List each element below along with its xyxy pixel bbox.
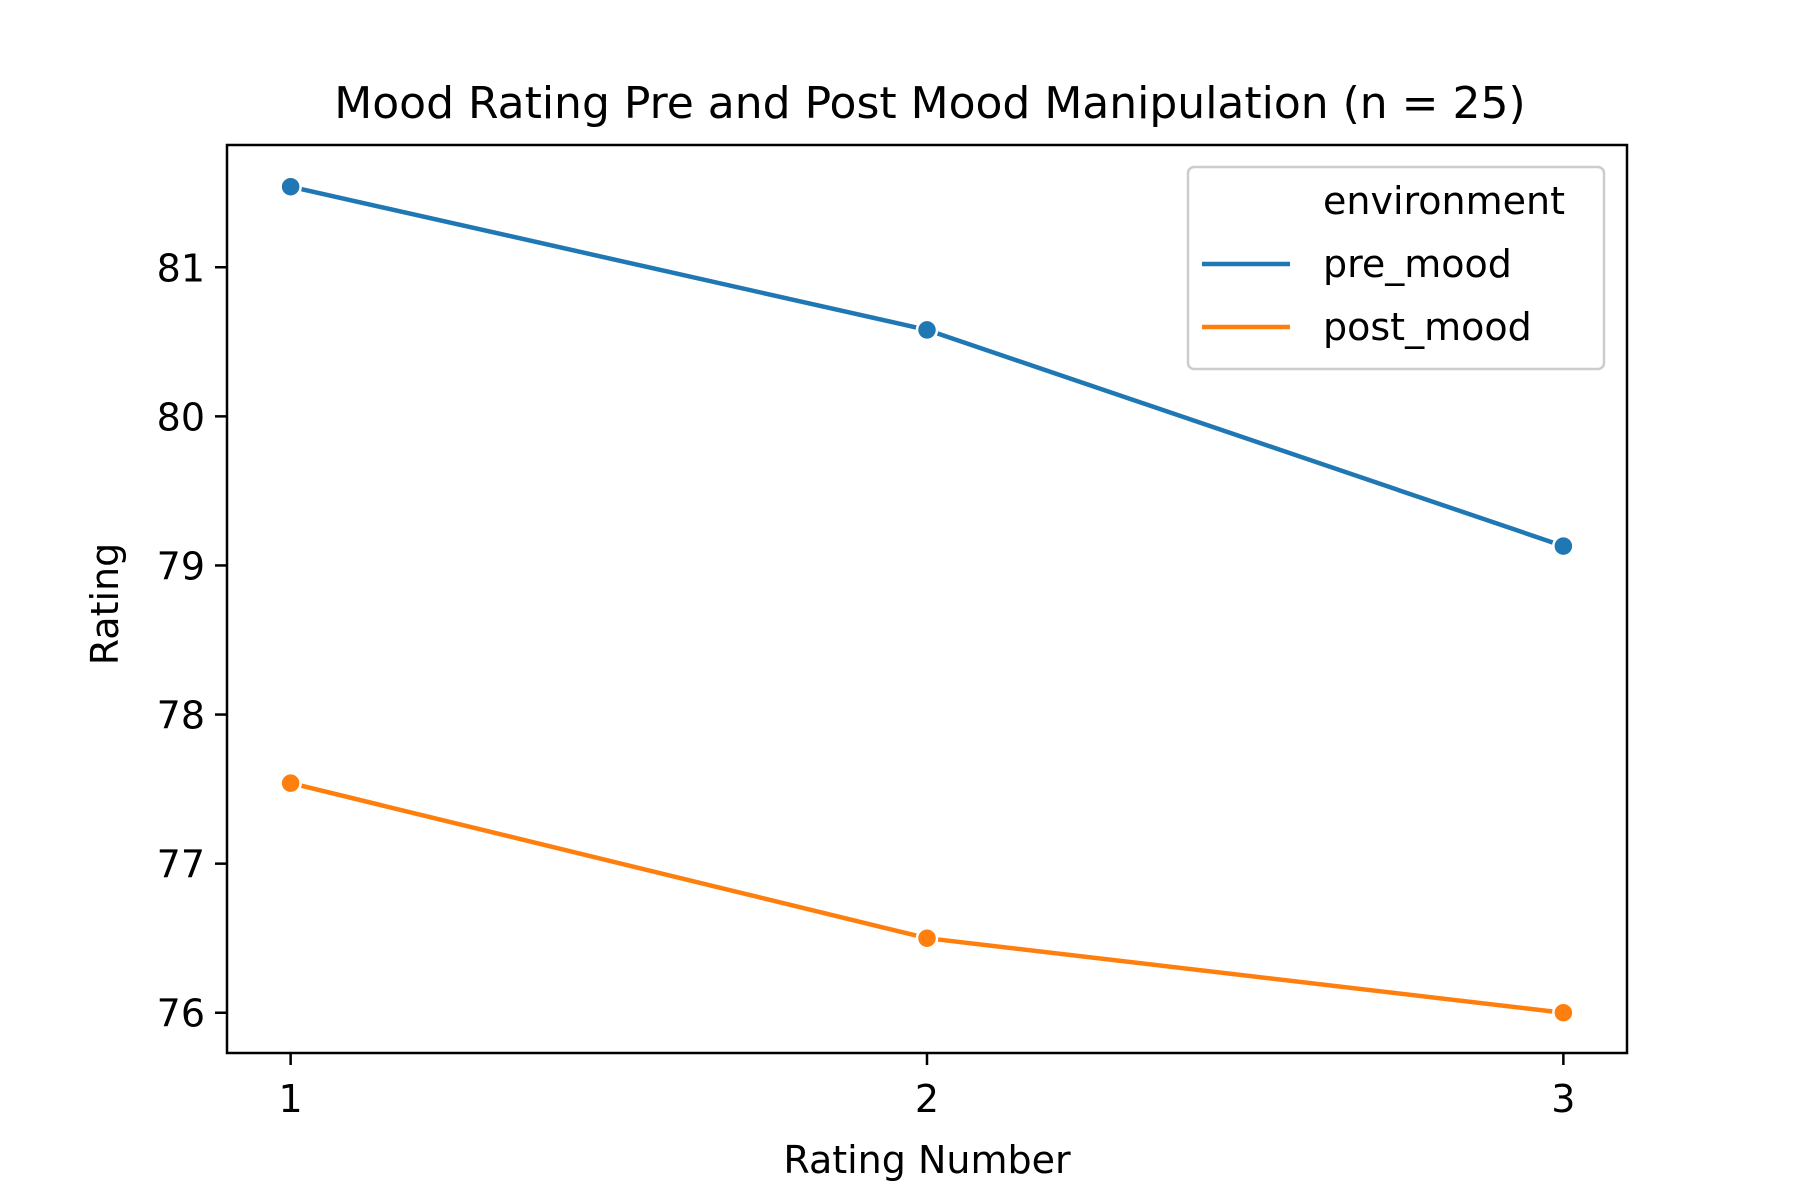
legend-label-post-mood: post_mood — [1323, 305, 1532, 349]
y-tick-label: 77 — [157, 843, 205, 887]
series-line-post-mood — [287, 780, 1566, 1016]
x-tick-label: 1 — [279, 1077, 303, 1121]
y-tick-label: 79 — [157, 544, 205, 588]
data-point-pre-mood-3 — [1552, 534, 1575, 558]
x-tick-label: 2 — [915, 1077, 939, 1121]
legend: environment pre_mood post_mood — [1186, 165, 1606, 371]
y-tick-label: 80 — [157, 395, 205, 439]
y-tick-label: 81 — [157, 246, 205, 290]
legend-box — [1186, 165, 1606, 371]
y-tick-label: 78 — [157, 694, 205, 738]
data-point-pre-mood-2 — [915, 318, 939, 342]
data-point-post-mood-2 — [915, 926, 939, 950]
legend-label-pre-mood: pre_mood — [1323, 242, 1512, 286]
data-point-post-mood-1 — [279, 771, 302, 795]
chart-title: Mood Rating Pre and Post Mood Manipulati… — [334, 78, 1525, 129]
y-tick-label: 76 — [157, 992, 205, 1036]
x-tick-label: 3 — [1551, 1077, 1575, 1121]
x-axis-label: Rating Number — [783, 1138, 1071, 1182]
data-point-post-mood-3 — [1552, 1001, 1575, 1024]
plot-area — [279, 175, 1575, 1024]
data-point-pre-mood-1 — [279, 175, 302, 198]
y-axis-label: Rating — [83, 543, 127, 666]
legend-title: environment — [1323, 179, 1565, 223]
axis-ticks: 1 2 3 76 77 78 79 80 81 — [157, 246, 1576, 1121]
